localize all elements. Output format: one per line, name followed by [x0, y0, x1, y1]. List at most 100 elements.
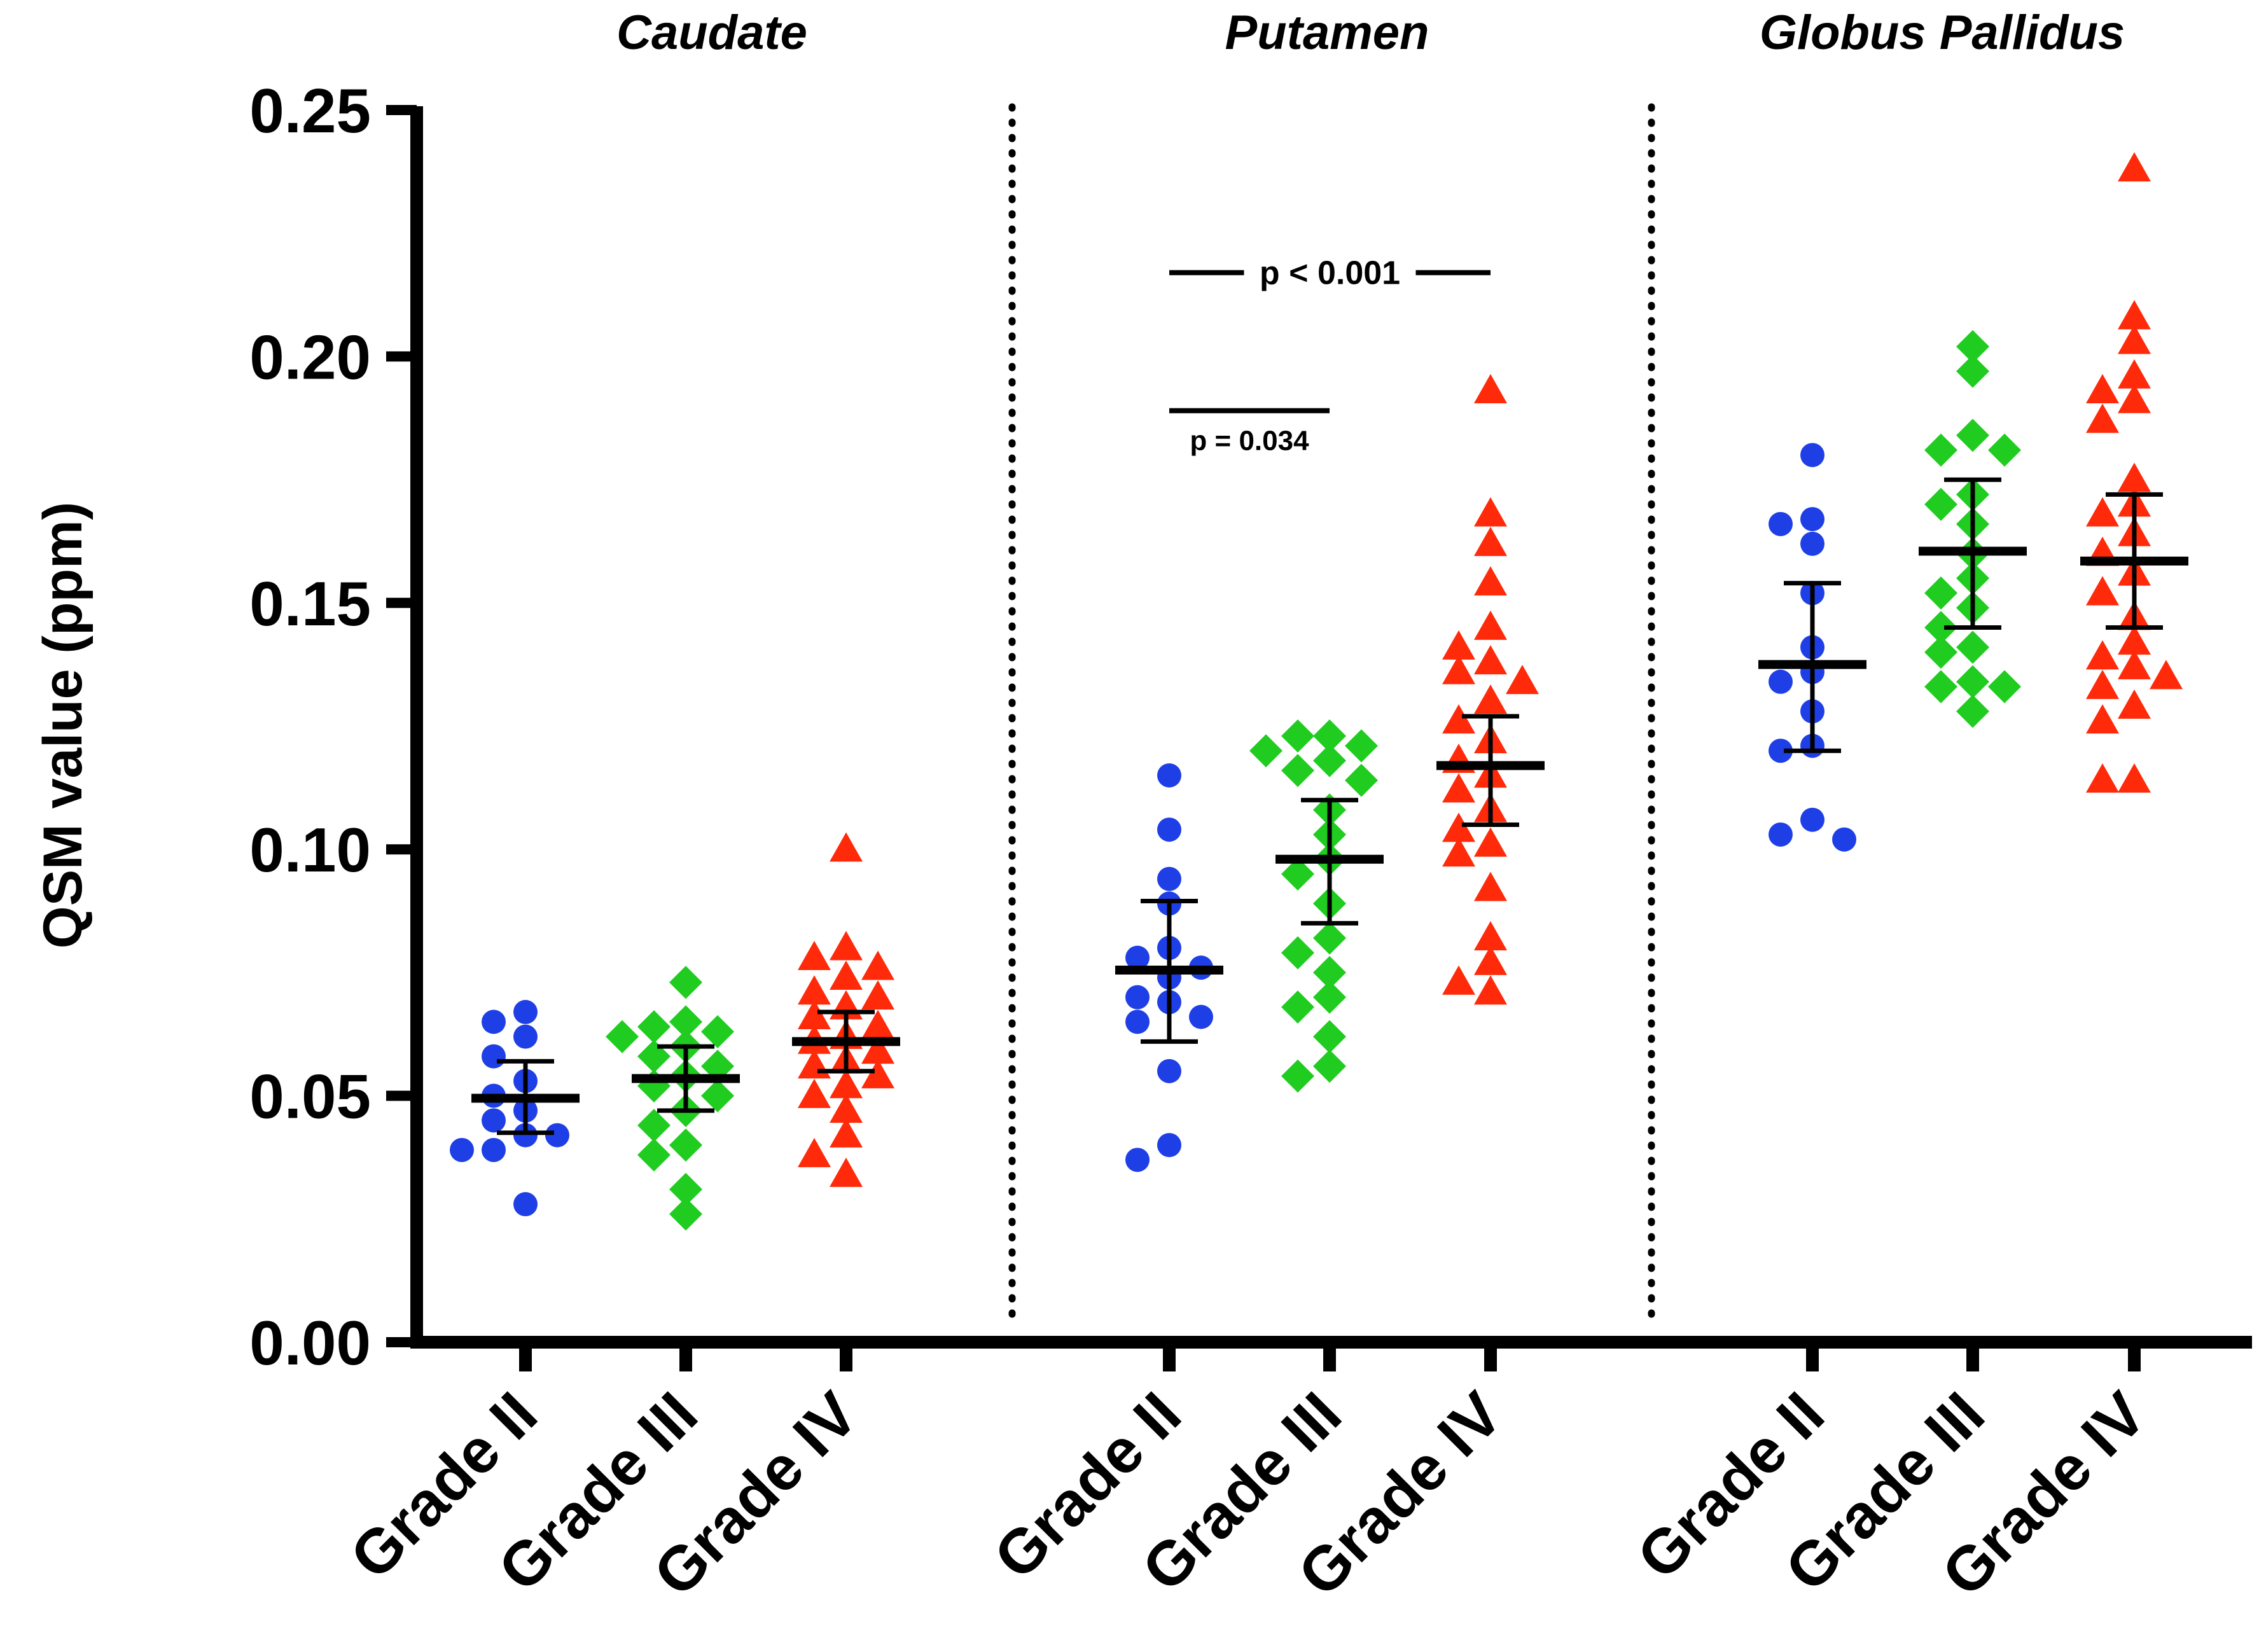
data-point-globus-pallidus-grade-ii	[1769, 739, 1793, 763]
data-point-globus-pallidus-grade-iii	[1924, 576, 1957, 610]
significance-label-2: p = 0.034	[1190, 426, 1309, 457]
data-point-caudate-grade-iii	[669, 1197, 702, 1231]
data-point-globus-pallidus-grade-iv	[2086, 497, 2119, 527]
data-point-putamen-grade-iv	[1474, 610, 1507, 640]
data-point-caudate-grade-ii	[482, 1010, 506, 1034]
data-point-caudate-grade-iv	[861, 1010, 894, 1039]
data-point-caudate-grade-iv	[861, 950, 894, 980]
region-separators	[1008, 103, 1655, 1327]
data-point-caudate-grade-ii	[513, 1123, 538, 1148]
data-point-caudate-grade-iii	[701, 1079, 734, 1113]
data-point-globus-pallidus-grade-iv	[2086, 373, 2119, 403]
data-point-putamen-grade-iii	[1281, 857, 1314, 891]
data-point-globus-pallidus-grade-iv	[2118, 462, 2151, 492]
data-point-globus-pallidus-grade-iv	[2118, 359, 2151, 389]
data-point-putamen-grade-ii	[1125, 1148, 1150, 1172]
data-point-putamen-grade-iv	[1506, 665, 1539, 695]
data-point-caudate-grade-iv	[861, 980, 894, 1010]
data-point-globus-pallidus-grade-iii	[1956, 695, 1989, 728]
data-point-putamen-grade-iv	[1474, 871, 1507, 901]
data-point-putamen-grade-iii	[1313, 921, 1346, 955]
data-point-putamen-grade-iii	[1313, 744, 1346, 777]
data-point-globus-pallidus-grade-ii	[1800, 807, 1825, 832]
data-point-putamen-grade-iv	[1442, 655, 1475, 684]
data-point-caudate-grade-iv	[830, 960, 863, 990]
data-point-globus-pallidus-grade-iii	[1924, 433, 1957, 467]
data-point-globus-pallidus-grade-ii	[1832, 827, 1856, 852]
data-point-globus-pallidus-grade-iii	[1924, 670, 1957, 704]
data-point-caudate-grade-ii	[545, 1123, 569, 1148]
data-point-putamen-grade-iii	[1313, 719, 1346, 753]
data-point-caudate-grade-iv	[798, 940, 831, 970]
data-point-globus-pallidus-grade-iv	[2086, 704, 2119, 734]
data-point-caudate-grade-ii	[450, 1137, 474, 1162]
data-point-caudate-grade-ii	[482, 1137, 506, 1162]
data-point-globus-pallidus-grade-iv	[2118, 763, 2151, 793]
data-point-putamen-grade-iii	[1345, 763, 1378, 797]
data-point-putamen-grade-ii	[1157, 866, 1181, 891]
data-point-globus-pallidus-grade-iv	[2118, 649, 2151, 679]
data-point-globus-pallidus-grade-iii	[1956, 330, 1989, 363]
data-point-putamen-grade-iv	[1442, 965, 1475, 995]
y-tick-label: 0.00	[249, 1308, 371, 1378]
data-point-globus-pallidus-grade-iii	[1956, 665, 1989, 698]
data-point-putamen-grade-ii	[1125, 945, 1150, 970]
data-point-globus-pallidus-grade-iii	[1924, 635, 1957, 669]
data-point-caudate-grade-iv	[830, 1093, 863, 1123]
y-tick-label: 0.05	[249, 1062, 371, 1132]
region-title-caudate: Caudate	[616, 6, 807, 60]
data-point-caudate-grade-iv	[798, 1078, 831, 1108]
data-point-putamen-grade-iv	[1442, 630, 1475, 660]
y-tick-label: 0.25	[249, 76, 371, 146]
data-point-globus-pallidus-grade-iv	[2118, 152, 2151, 182]
data-point-caudate-grade-iii	[701, 1015, 734, 1048]
data-point-putamen-grade-ii	[1157, 763, 1181, 788]
data-point-putamen-grade-iii	[1281, 936, 1314, 969]
data-point-putamen-grade-iii	[1313, 1020, 1346, 1053]
data-point-putamen-grade-iv	[1474, 645, 1507, 675]
data-point-globus-pallidus-grade-iii	[1956, 354, 1989, 388]
data-point-globus-pallidus-grade-iv	[2086, 763, 2119, 793]
region-title-putamen: Putamen	[1225, 6, 1429, 60]
data-point-caudate-grade-iv	[830, 832, 863, 862]
significance-label-1: p < 0.001	[1260, 255, 1400, 292]
data-point-putamen-grade-iii	[1313, 955, 1346, 989]
data-point-globus-pallidus-grade-ii	[1769, 511, 1793, 536]
data-point-putamen-grade-iii	[1313, 980, 1346, 1014]
data-point-putamen-grade-iv	[1474, 920, 1507, 950]
data-point-globus-pallidus-grade-ii	[1769, 669, 1793, 694]
data-point-putamen-grade-iv	[1474, 566, 1507, 596]
data-point-caudate-grade-iv	[830, 1069, 863, 1099]
data-point-globus-pallidus-grade-iii	[1924, 611, 1957, 644]
data-point-caudate-grade-iii	[637, 1138, 671, 1172]
y-axis-title: QSM value (ppm)	[32, 502, 94, 948]
data-point-putamen-grade-iii	[1281, 719, 1314, 753]
data-point-putamen-grade-iii	[1345, 729, 1378, 763]
data-point-putamen-grade-iii	[1249, 734, 1282, 768]
data-point-caudate-grade-iv	[861, 1059, 894, 1088]
data-point-globus-pallidus-grade-iv	[2086, 669, 2119, 699]
data-point-caudate-grade-ii	[513, 999, 538, 1024]
data-point-caudate-grade-iii	[637, 1010, 671, 1044]
data-point-caudate-grade-ii	[513, 1024, 538, 1049]
data-point-putamen-grade-iv	[1442, 773, 1475, 803]
data-point-globus-pallidus-grade-iv	[2118, 689, 2151, 719]
data-point-caudate-grade-iii	[637, 1109, 671, 1142]
data-point-caudate-grade-iii	[669, 1172, 702, 1206]
data-point-caudate-grade-ii	[482, 1108, 506, 1133]
data-point-putamen-grade-ii	[1157, 1059, 1181, 1083]
data-point-caudate-grade-iv	[798, 999, 831, 1029]
data-point-globus-pallidus-grade-iv	[2150, 660, 2183, 690]
data-point-caudate-grade-iv	[830, 1157, 863, 1187]
y-tick-label: 0.10	[249, 815, 371, 885]
data-point-caudate-grade-ii	[482, 1044, 506, 1069]
data-point-caudate-grade-iv	[798, 975, 831, 1005]
data-point-globus-pallidus-grade-ii	[1769, 822, 1793, 847]
data-point-putamen-grade-iv	[1474, 684, 1507, 714]
data-point-globus-pallidus-grade-iv	[2086, 403, 2119, 433]
data-point-putamen-grade-iv	[1474, 527, 1507, 557]
data-point-caudate-grade-iv	[830, 931, 863, 961]
data-point-putamen-grade-iv	[1474, 497, 1507, 527]
